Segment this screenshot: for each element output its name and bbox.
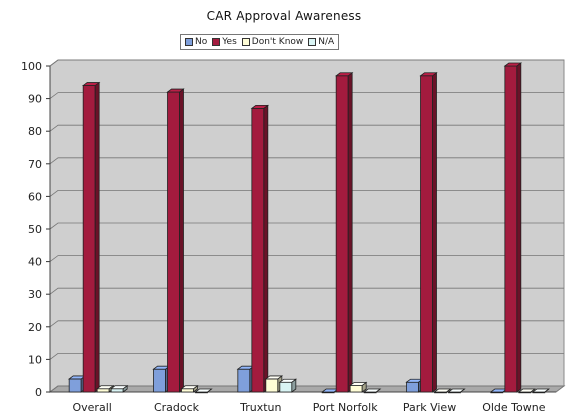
bar-dont-know-port-norfolk [350,382,366,392]
bar-yes-park-view [421,73,437,392]
x-tick-label: Olde Towne [482,401,546,414]
plot-wall [50,60,564,392]
y-tick-label: 50 [28,223,42,236]
y-tick-label: 0 [35,386,42,399]
bar-na-truxtun [280,379,296,392]
x-tick-label: Cradock [154,401,200,414]
y-tick-label: 60 [28,190,42,203]
y-tick-label: 10 [28,353,42,366]
bar-yes-overall [83,83,99,392]
x-tick-label: Port Norfolk [313,401,378,414]
bar-dont-know-cradock [182,386,198,392]
y-tick-label: 70 [28,158,42,171]
bar-na-overall [111,386,127,392]
x-tick-label: Truxtun [239,401,281,414]
x-tick-label: Park View [403,401,456,414]
y-tick-label: 20 [28,321,42,334]
x-tick-label: Overall [73,401,112,414]
bar-yes-olde-towne [505,63,521,392]
bar-no-overall [69,376,85,392]
bar-yes-port-norfolk [336,73,352,392]
y-tick-label: 30 [28,288,42,301]
y-tick-label: 100 [21,60,42,73]
bar-yes-cradock [168,89,184,392]
y-tick-label: 90 [28,93,42,106]
bar-yes-truxtun [252,105,268,392]
y-tick-label: 40 [28,256,42,269]
y-tick-label: 80 [28,125,42,138]
